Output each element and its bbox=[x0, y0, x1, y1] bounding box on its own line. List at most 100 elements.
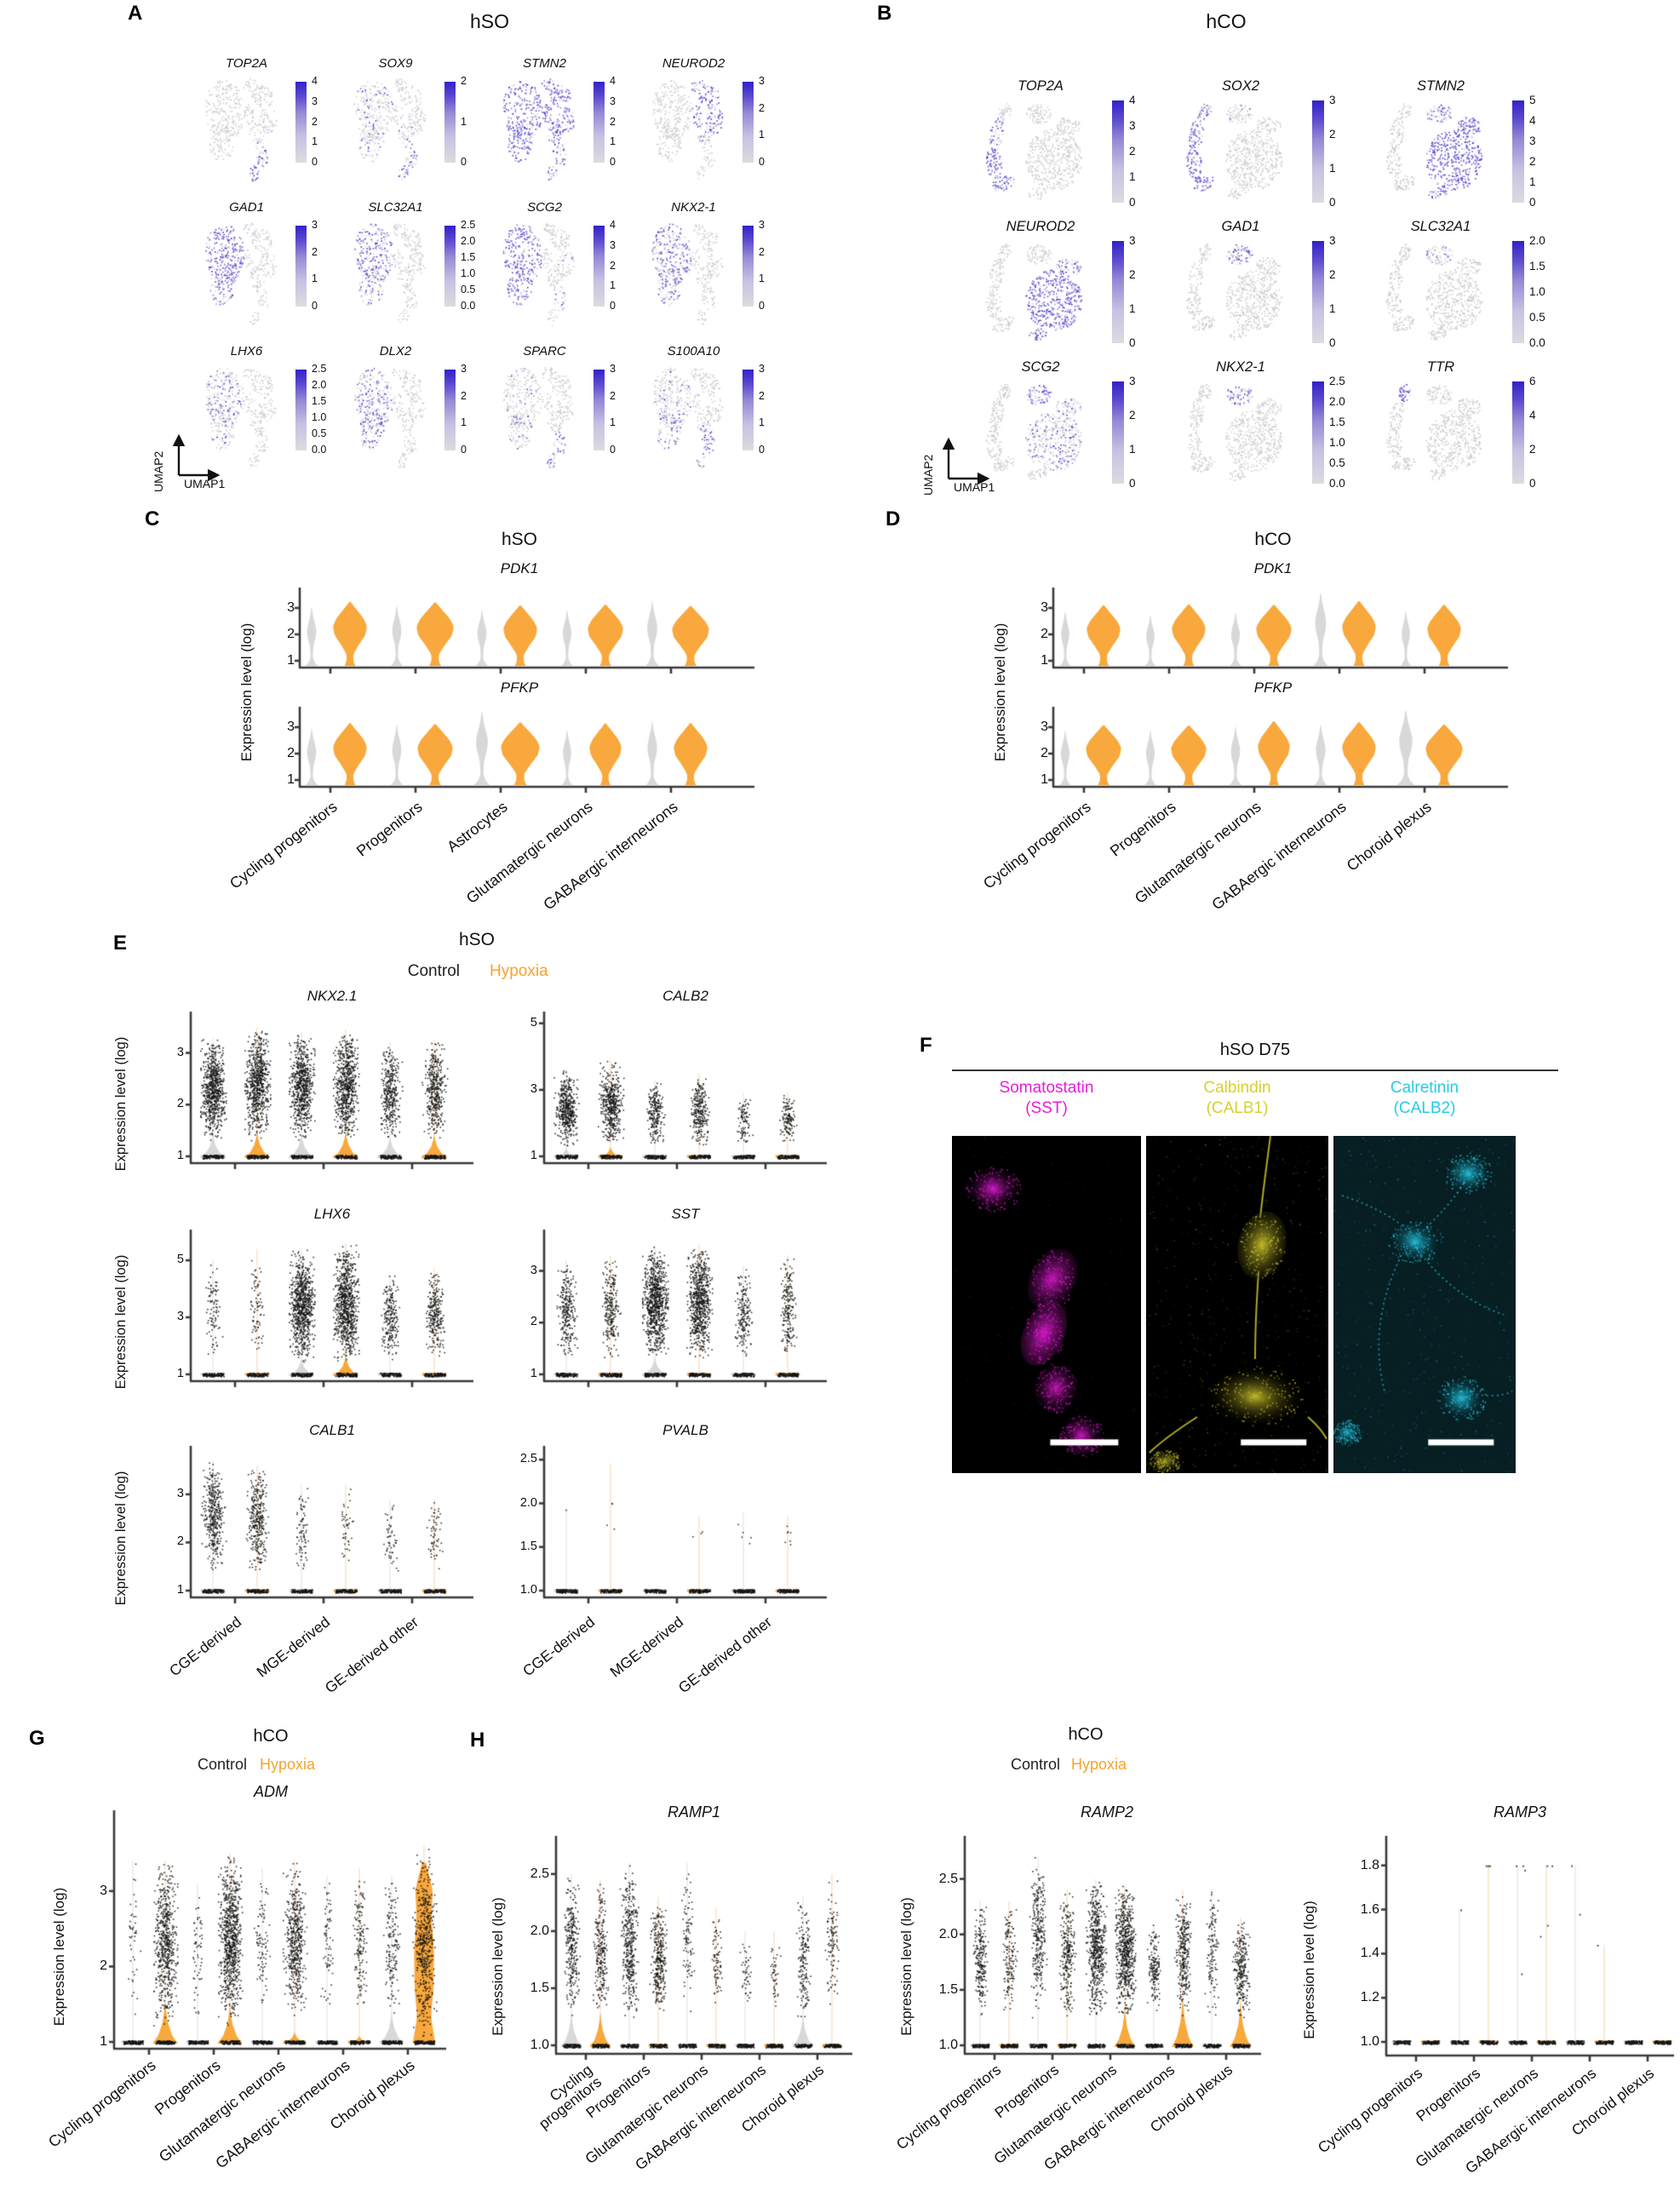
colorbar-tick: 0 bbox=[461, 156, 467, 168]
colorbar-LHX6 bbox=[295, 370, 307, 450]
colorbar-STMN2 bbox=[1512, 100, 1524, 203]
fluorescence-image-calb2 bbox=[1333, 1136, 1516, 1473]
jitter-ytick: 3 bbox=[100, 1883, 107, 1898]
panel-e-ylabel: Expression level (log) bbox=[113, 1471, 129, 1606]
colorbar-tick: 0 bbox=[1329, 196, 1336, 209]
panel-g-ylabel: Expression level (log) bbox=[51, 1887, 67, 2027]
panel-e-legend-hypoxia: Hypoxia bbox=[490, 962, 548, 980]
gene-title-TTR: TTR bbox=[1426, 359, 1455, 375]
colorbar-tick: 3 bbox=[1129, 234, 1136, 247]
panel-b-label: B bbox=[877, 2, 892, 25]
colorbar-tick: 2 bbox=[1529, 155, 1536, 168]
panelB-umap-SLC32A1 bbox=[1378, 238, 1504, 355]
colorbar-tick: 0.0 bbox=[312, 444, 327, 456]
panel-c-gene-pdk1: PDK1 bbox=[500, 560, 539, 576]
colorbar-tick: 0 bbox=[1129, 336, 1136, 349]
colorbar-tick: 0 bbox=[610, 156, 616, 168]
colorbar-NKX2-1 bbox=[1312, 381, 1324, 484]
panelA-umap-LHX6 bbox=[202, 359, 291, 472]
colorbar-tick: 2.0 bbox=[461, 235, 476, 247]
jitter-ytick: 2 bbox=[176, 1534, 184, 1549]
umap2-label: UMAP2 bbox=[921, 454, 935, 496]
jitter-ytick: 3 bbox=[530, 1081, 537, 1096]
panel-g-legend-hypoxia: Hypoxia bbox=[260, 1756, 316, 1773]
colorbar-tick: 1 bbox=[610, 416, 616, 429]
gene-title-GAD1: GAD1 bbox=[229, 200, 264, 215]
colorbar-tick: 2 bbox=[610, 115, 616, 128]
violin-ytick: 1 bbox=[287, 653, 295, 668]
colorbar-tick: 2 bbox=[759, 101, 765, 114]
colorbar-tick: 2 bbox=[1529, 443, 1536, 456]
colorbar-tick: 1.0 bbox=[461, 267, 476, 279]
colorbar-tick: 0 bbox=[1529, 477, 1536, 490]
colorbar-tick: 0 bbox=[1529, 196, 1536, 209]
panelE-plot-CALB2 bbox=[524, 1005, 830, 1179]
panel-h-ylabel-1: Expression level (log) bbox=[490, 1897, 506, 2036]
colorbar-tick: 0.0 bbox=[461, 300, 476, 312]
colorbar-tick: 1.5 bbox=[461, 251, 476, 263]
colorbar-tick: 1 bbox=[461, 416, 467, 429]
panelA-umap-STMN2 bbox=[500, 72, 589, 184]
panel-h-ylabel-2: Expression level (log) bbox=[898, 1897, 915, 2036]
jitter-ytick: 1.5 bbox=[519, 1539, 537, 1553]
violin-ytick: 1 bbox=[1041, 653, 1048, 668]
gene-title-GAD1: GAD1 bbox=[1221, 219, 1260, 234]
colorbar-tick: 0 bbox=[759, 300, 765, 312]
panelB-umap-STMN2 bbox=[1378, 97, 1504, 215]
xcat-GABAergic-interneurons: GABAergic interneurons bbox=[1208, 798, 1350, 914]
colorbar-tick: 3 bbox=[759, 75, 765, 87]
colorbar-tick: 1 bbox=[759, 129, 765, 141]
colorbar-tick: 1 bbox=[1329, 302, 1336, 315]
gene-title-DLX2: DLX2 bbox=[379, 344, 412, 358]
panel-e-label: E bbox=[113, 932, 128, 955]
panelC-violin-PDK1 bbox=[281, 581, 758, 676]
colorbar-tick: 2 bbox=[1129, 409, 1136, 421]
gene-title-STMN2: STMN2 bbox=[523, 56, 566, 71]
colorbar-tick: 0 bbox=[1129, 477, 1136, 490]
colorbar-tick: 2 bbox=[1129, 145, 1136, 158]
xcat-Progenitors: Progenitors bbox=[1106, 798, 1179, 860]
xcat-GE-derived-other: GE-derived other bbox=[674, 1613, 776, 1697]
violin-ytick: 1 bbox=[287, 772, 295, 787]
gene-title-CALB1: CALB1 bbox=[309, 1422, 355, 1438]
jitter-ytick: 2 bbox=[530, 1315, 537, 1329]
colorbar-tick: 1 bbox=[1129, 302, 1136, 315]
colorbar-tick: 4 bbox=[610, 219, 616, 231]
panelE-plot-CALB1 bbox=[170, 1439, 477, 1614]
jitter-ytick: 2.5 bbox=[938, 1871, 958, 1886]
colorbar-DLX2 bbox=[444, 370, 456, 450]
jitter-ytick: 1 bbox=[176, 1149, 184, 1162]
gene-title-S100A10: S100A10 bbox=[667, 344, 720, 358]
panelB-umap-NKX2-1 bbox=[1178, 378, 1304, 496]
panelD-violin-PFKP bbox=[1035, 700, 1511, 795]
colorbar-tick: 4 bbox=[1529, 409, 1536, 421]
colorbar-tick: 1.0 bbox=[1329, 436, 1345, 449]
colorbar-NEUROD2 bbox=[1112, 241, 1124, 343]
panelA-umap-SPARC bbox=[500, 359, 589, 472]
violin-ytick: 3 bbox=[287, 720, 295, 734]
jitter-ytick: 2.5 bbox=[530, 1866, 549, 1881]
violin-ytick: 2 bbox=[287, 627, 295, 641]
jitter-ytick: 3 bbox=[530, 1263, 537, 1277]
violin-ytick: 1 bbox=[1041, 772, 1048, 787]
xcat-Glutamatergic-neurons: Glutamatergic neurons bbox=[462, 798, 596, 908]
colorbar-tick: 1 bbox=[759, 272, 765, 285]
gene-title-NKX2-1: NKX2-1 bbox=[671, 200, 716, 215]
colorbar-tick: 1 bbox=[312, 135, 318, 148]
panel-h-gene-ramp2: RAMP2 bbox=[1080, 1803, 1133, 1821]
colorbar-tick: 0.5 bbox=[1529, 311, 1545, 324]
gene-title-SST: SST bbox=[671, 1206, 700, 1222]
panel-a-label: A bbox=[128, 2, 143, 25]
colorbar-SLC32A1 bbox=[1512, 241, 1524, 343]
panelE-plot-LHX6 bbox=[170, 1223, 477, 1397]
violin-ytick: 2 bbox=[287, 746, 295, 760]
jitter-ytick: 5 bbox=[176, 1253, 184, 1267]
jitter-ytick: 1 bbox=[530, 1149, 537, 1162]
gene-title-NKX2-1: NKX2-1 bbox=[1216, 359, 1265, 375]
panel-g-legend-control: Control bbox=[197, 1756, 247, 1773]
colorbar-GAD1 bbox=[295, 226, 307, 307]
jitter-ytick: 1.5 bbox=[938, 1981, 958, 1997]
colorbar-tick: 3 bbox=[610, 363, 616, 375]
colorbar-tick: 1.5 bbox=[1329, 416, 1345, 428]
jitter-ytick: 1 bbox=[176, 1583, 184, 1597]
